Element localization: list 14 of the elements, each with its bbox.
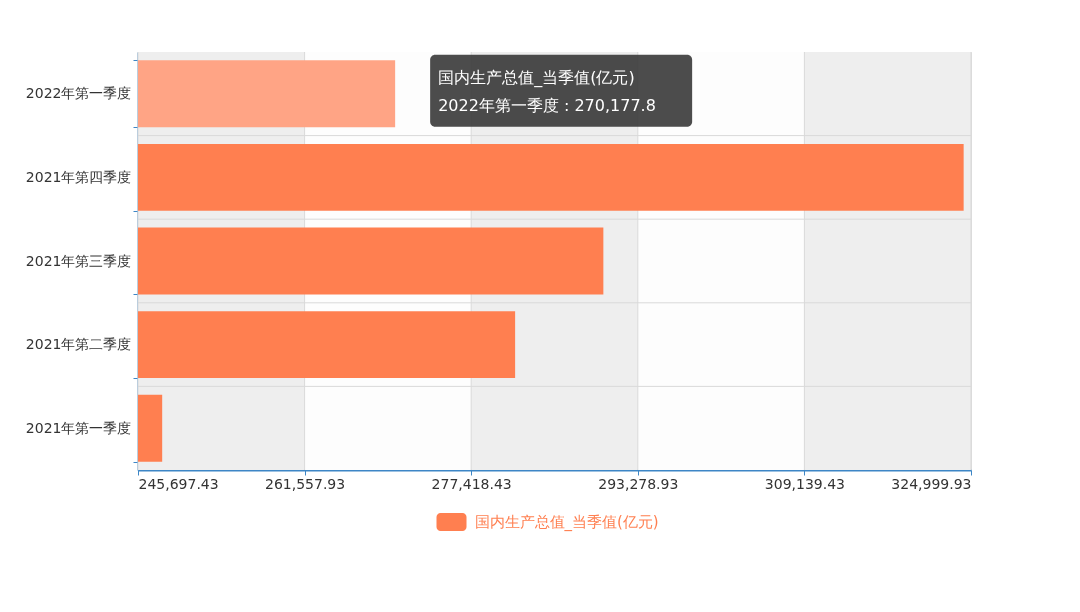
- y-tick-label: 2021年第二季度: [25, 336, 132, 353]
- x-tick-label: 245,697.43: [138, 475, 219, 492]
- y-tick-label: 2021年第一季度: [25, 419, 132, 436]
- y-tick-label: 2021年第四季度: [25, 168, 132, 185]
- x-tick-label: 293,278.93: [598, 475, 679, 492]
- x-tick-label: 324,999.93: [891, 475, 972, 492]
- legend-label: 国内生产总值_当季值(亿元): [474, 513, 659, 532]
- annotation: 国内生产总值_当季值(亿元): [438, 67, 635, 88]
- x-tick-label: 309,139.43: [764, 475, 845, 492]
- y-tick-label: 2021年第三季度: [25, 252, 132, 269]
- annotation: 2022年第一季度 : 270,177.8: [438, 95, 656, 115]
- y-tick-label: 2022年第一季度: [25, 85, 132, 102]
- x-tick-label: 261,557.93: [265, 475, 346, 492]
- x-tick-label: 277,418.43: [431, 475, 512, 492]
